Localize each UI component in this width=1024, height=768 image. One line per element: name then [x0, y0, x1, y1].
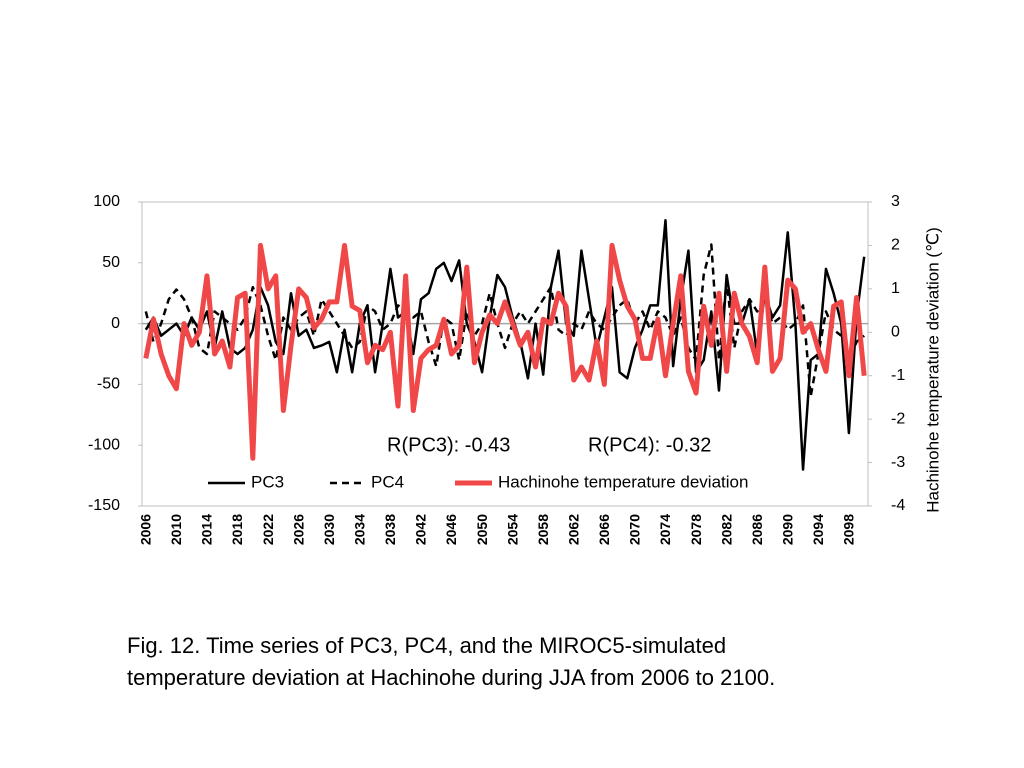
caption: Fig. 12. Time series of PC3, PC4, and th…	[127, 630, 927, 694]
annotation: R(PC3): -0.43	[387, 434, 510, 456]
y2-tick-label: -1	[891, 367, 905, 384]
x-tick-label: 2074	[657, 514, 673, 545]
x-tick-label: 2066	[596, 514, 612, 545]
annotation: R(PC4): -0.32	[588, 434, 711, 456]
x-tick-label: 2086	[749, 514, 765, 545]
x-tick-label: 2090	[779, 514, 795, 545]
x-tick-label: 2006	[138, 514, 154, 545]
x-tick-label: 2046	[443, 514, 459, 545]
series-line	[144, 218, 866, 471]
x-tick-label: 2098	[841, 514, 857, 545]
y2-tick-label: 1	[891, 280, 900, 297]
x-tick-label: 2026	[290, 514, 306, 545]
y2-tick-label: 3	[891, 193, 900, 210]
x-tick-label: 2050	[474, 514, 490, 545]
y2-tick-label: -4	[891, 497, 905, 514]
y2-tick-label: -2	[891, 410, 905, 427]
caption-line: Fig. 12. Time series of PC3, PC4, and th…	[127, 633, 727, 658]
x-tick-label: 2078	[688, 514, 704, 545]
legend-label: Hachinohe temperature deviation	[498, 472, 748, 491]
y-tick-label: -50	[97, 376, 120, 393]
y-tick-label: -150	[88, 497, 120, 514]
x-tick-label: 2042	[413, 514, 429, 545]
series-line	[143, 242, 867, 461]
y-tick-label: 50	[102, 254, 120, 271]
x-tick-label: 2014	[199, 514, 215, 545]
y2-tick-label: -3	[891, 454, 905, 471]
x-tick-label: 2022	[260, 514, 276, 545]
y-tick-label: 100	[93, 193, 120, 210]
x-tick-label: 2034	[352, 514, 368, 545]
y-tick-label: 0	[111, 315, 120, 332]
y2-tick-label: 2	[891, 237, 900, 254]
x-tick-label: 2030	[321, 514, 337, 545]
x-tick-label: 2018	[229, 514, 245, 545]
y2-axis-label: Hachinohe temperature deviation (℃)	[923, 227, 942, 513]
x-tick-label: 2062	[565, 514, 581, 545]
x-tick-label: 2058	[535, 514, 551, 545]
x-tick-label: 2054	[504, 514, 520, 545]
chart: R(PC3): -0.43 R(PC4): -0.32 Hachinohe te…	[88, 193, 943, 545]
plot-area	[141, 201, 869, 507]
x-tick-label: 2094	[810, 514, 826, 545]
x-tick-label: 2070	[627, 514, 643, 545]
legend-label: PC3	[251, 472, 284, 491]
series-line	[144, 243, 865, 398]
legend-label: PC4	[371, 472, 404, 491]
y2-tick-label: 0	[891, 324, 900, 341]
x-tick-label: 2038	[382, 514, 398, 545]
y-tick-label: -100	[88, 436, 120, 453]
x-tick-label: 2010	[168, 514, 184, 545]
x-tick-label: 2082	[718, 514, 734, 545]
caption-line: temperature deviation at Hachinohe durin…	[127, 665, 776, 690]
